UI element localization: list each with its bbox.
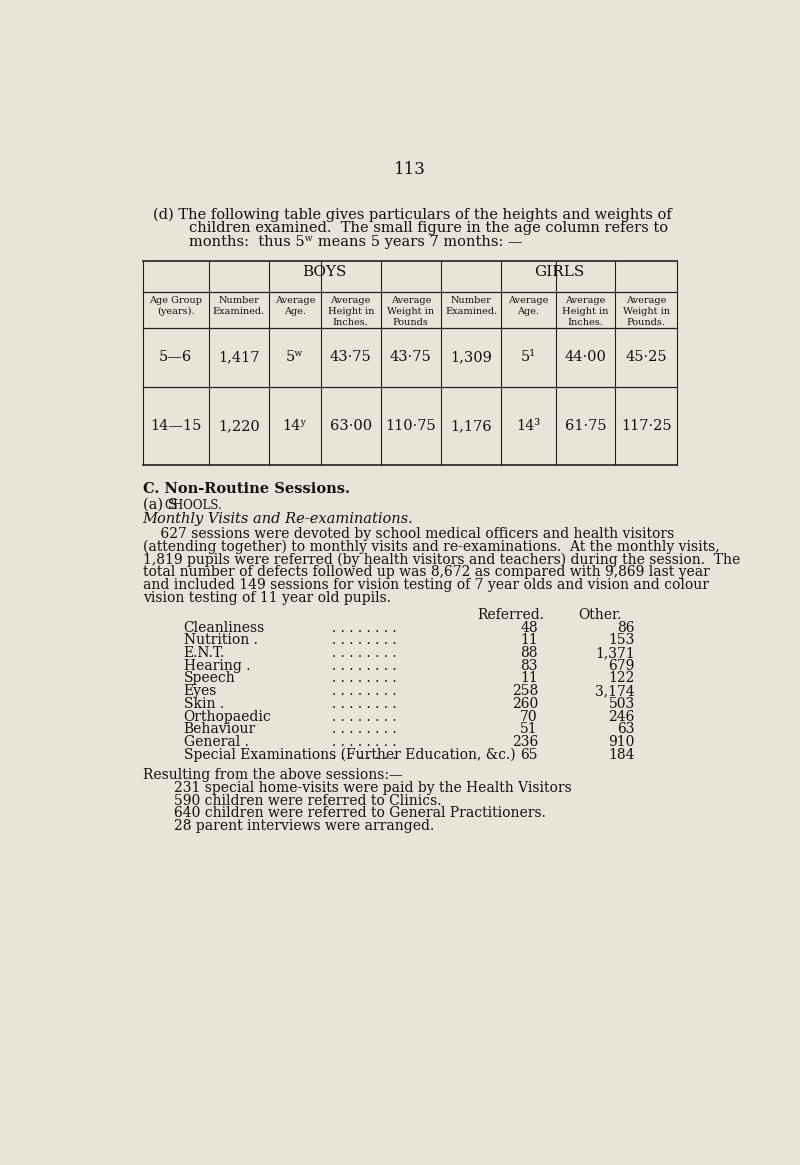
Text: 184: 184 (608, 748, 634, 762)
Text: 231 special home-visits were paid by the Health Visitors: 231 special home-visits were paid by the… (174, 781, 571, 795)
Text: 627 sessions were devoted by school medical officers and health visitors: 627 sessions were devoted by school medi… (142, 527, 674, 541)
Text: 910: 910 (608, 735, 634, 749)
Text: Behaviour: Behaviour (184, 722, 256, 736)
Text: . . . . . . . .: . . . . . . . . (333, 684, 397, 698)
Text: and included 149 sessions for vision testing of 7 year olds and vision and colou: and included 149 sessions for vision tes… (142, 578, 709, 592)
Text: (d) The following table gives particulars of the heights and weights of: (d) The following table gives particular… (153, 207, 671, 223)
Text: 45·25: 45·25 (626, 350, 667, 363)
Text: . . . . . . . .: . . . . . . . . (333, 697, 397, 711)
Text: 246: 246 (608, 709, 634, 723)
Text: 14—15: 14—15 (150, 419, 202, 433)
Text: 113: 113 (394, 161, 426, 177)
Text: 153: 153 (608, 634, 634, 648)
Text: 43·75: 43·75 (390, 350, 432, 363)
Text: . . . . . . . .: . . . . . . . . (333, 722, 397, 736)
Text: (attending together) to monthly visits and re-examinations.  At the monthly visi: (attending together) to monthly visits a… (142, 539, 719, 555)
Text: 1,819 pupils were referred (by health visitors and teachers) during the session.: 1,819 pupils were referred (by health vi… (142, 552, 740, 567)
Text: 44·00: 44·00 (565, 350, 606, 363)
Text: Orthopaedic: Orthopaedic (184, 709, 271, 723)
Text: 5¹: 5¹ (521, 350, 536, 363)
Text: 1,371: 1,371 (595, 647, 634, 661)
Text: 48: 48 (520, 621, 538, 635)
Text: C. Non-Routine Sessions.: C. Non-Routine Sessions. (142, 482, 350, 496)
Text: Number
Examined.: Number Examined. (213, 296, 265, 316)
Text: Monthly Visits and Re-examinations.: Monthly Visits and Re-examinations. (142, 513, 414, 527)
Text: 63: 63 (618, 722, 634, 736)
Text: 1,417: 1,417 (218, 350, 259, 363)
Text: 11: 11 (520, 634, 538, 648)
Text: . . . . . . . .: . . . . . . . . (333, 634, 397, 648)
Text: Number
Examined.: Number Examined. (445, 296, 498, 316)
Text: 11: 11 (520, 671, 538, 685)
Text: 14³: 14³ (517, 419, 541, 433)
Text: . . . . . . . .: . . . . . . . . (333, 748, 397, 762)
Text: months:  thus 5ʷ means 5 years 7 months: —: months: thus 5ʷ means 5 years 7 months: … (189, 235, 522, 249)
Text: CHOOLS.: CHOOLS. (164, 499, 222, 511)
Text: total number of defects followed up was 8,672 as compared with 9,869 last year: total number of defects followed up was … (142, 565, 710, 579)
Text: 88: 88 (520, 647, 538, 661)
Text: 590 children were referred to Clinics.: 590 children were referred to Clinics. (174, 793, 441, 807)
Text: 1,220: 1,220 (218, 419, 259, 433)
Text: Cleanliness: Cleanliness (184, 621, 265, 635)
Text: . . . . . . . .: . . . . . . . . (333, 671, 397, 685)
Text: 86: 86 (618, 621, 634, 635)
Text: (a) S: (a) S (142, 497, 178, 511)
Text: Average
Age.: Average Age. (508, 296, 549, 316)
Text: 679: 679 (608, 658, 634, 672)
Text: 43·75: 43·75 (330, 350, 371, 363)
Text: Resulting from the above sessions:—: Resulting from the above sessions:— (142, 768, 402, 782)
Text: BOYS: BOYS (302, 264, 347, 278)
Text: 236: 236 (512, 735, 538, 749)
Text: 117·25: 117·25 (621, 419, 672, 433)
Text: 5—6: 5—6 (159, 350, 192, 363)
Text: . . . . . . . .: . . . . . . . . (333, 709, 397, 723)
Text: Hearing .: Hearing . (184, 658, 250, 672)
Text: Skin .: Skin . (184, 697, 224, 711)
Text: children examined.  The small figure in the age column refers to: children examined. The small figure in t… (189, 221, 668, 235)
Text: Other.: Other. (578, 608, 622, 622)
Text: 503: 503 (609, 697, 634, 711)
Text: 260: 260 (512, 697, 538, 711)
Text: Speech: Speech (184, 671, 235, 685)
Text: vision testing of 11 year old pupils.: vision testing of 11 year old pupils. (142, 591, 390, 605)
Text: Average
Weight in
Pounds: Average Weight in Pounds (387, 296, 434, 327)
Text: 640 children were referred to General Practitioners.: 640 children were referred to General Pr… (174, 806, 546, 820)
Text: 5ʷ: 5ʷ (286, 350, 304, 363)
Text: 51: 51 (520, 722, 538, 736)
Text: Age Group
(years).: Age Group (years). (149, 296, 202, 317)
Text: Average
Weight in
Pounds.: Average Weight in Pounds. (623, 296, 670, 327)
Text: Nutrition .: Nutrition . (184, 634, 258, 648)
Text: . . . . . . . .: . . . . . . . . (333, 735, 397, 749)
Text: Average
Age.: Average Age. (274, 296, 315, 316)
Text: Eyes: Eyes (184, 684, 217, 698)
Text: 122: 122 (608, 671, 634, 685)
Text: 110·75: 110·75 (386, 419, 436, 433)
Text: Average
Height in
Inches.: Average Height in Inches. (327, 296, 374, 327)
Text: 63·00: 63·00 (330, 419, 372, 433)
Text: General .: General . (184, 735, 249, 749)
Text: 28 parent interviews were arranged.: 28 parent interviews were arranged. (174, 819, 434, 833)
Text: 3,174: 3,174 (595, 684, 634, 698)
Text: Average
Height in
Inches.: Average Height in Inches. (562, 296, 609, 327)
Text: E.N.T.: E.N.T. (184, 647, 225, 661)
Text: 1,176: 1,176 (450, 419, 492, 433)
Text: GIRLS: GIRLS (534, 264, 584, 278)
Text: . . . . . . . .: . . . . . . . . (333, 647, 397, 661)
Text: 83: 83 (520, 658, 538, 672)
Text: 61·75: 61·75 (565, 419, 606, 433)
Text: 70: 70 (520, 709, 538, 723)
Text: 14ʸ: 14ʸ (282, 419, 307, 433)
Text: . . . . . . . .: . . . . . . . . (333, 658, 397, 672)
Text: Referred.: Referred. (478, 608, 544, 622)
Text: Special Examinations (Further Education, &c.): Special Examinations (Further Education,… (184, 748, 515, 762)
Text: 258: 258 (512, 684, 538, 698)
Text: . . . . . . . .: . . . . . . . . (333, 621, 397, 635)
Text: 1,309: 1,309 (450, 350, 492, 363)
Text: 65: 65 (520, 748, 538, 762)
